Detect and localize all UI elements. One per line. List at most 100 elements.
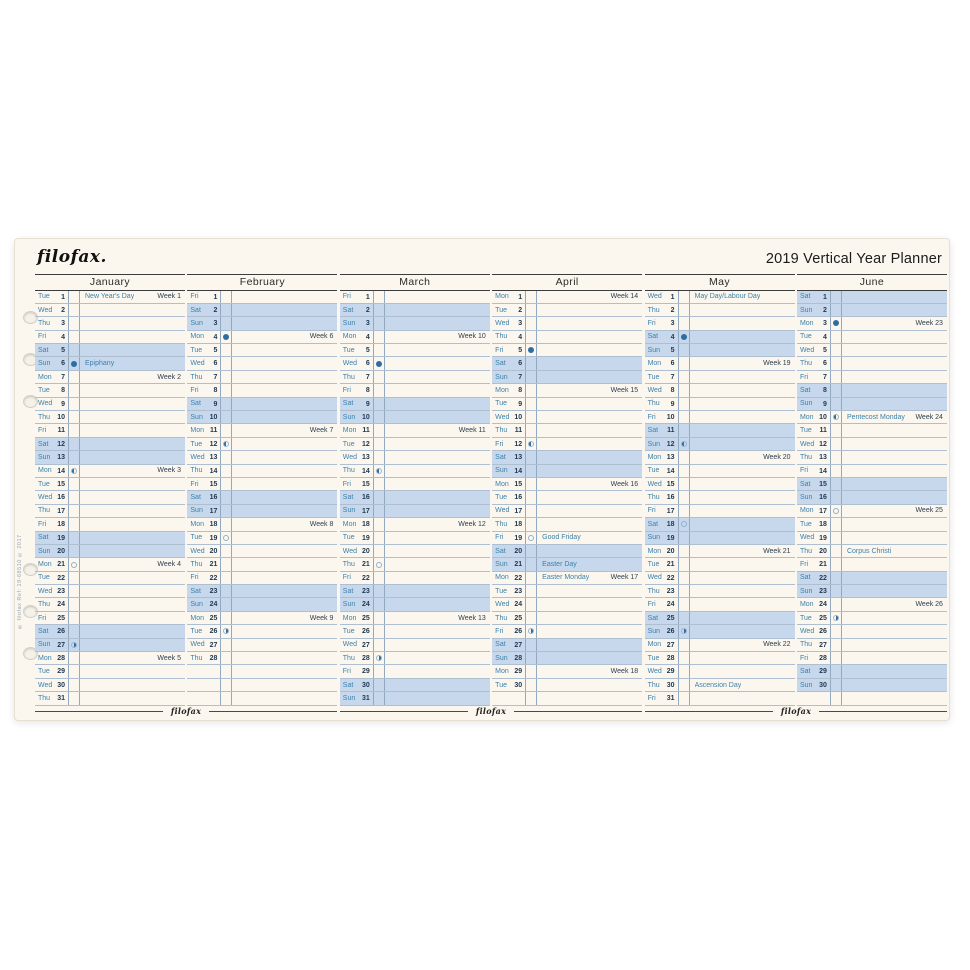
day-entry-area: Week 20 bbox=[690, 451, 795, 464]
moon-phase-cell bbox=[221, 544, 233, 558]
day-abbrev: Sun bbox=[647, 627, 661, 635]
day-row: Fri 22 bbox=[339, 571, 490, 586]
day-entry-area: Week 22 bbox=[690, 638, 795, 651]
day-row: Fri 28 bbox=[796, 652, 947, 666]
day-number: 20 bbox=[817, 544, 831, 558]
day-number: 15 bbox=[665, 477, 679, 491]
day-row: Mon 25 Week 13 bbox=[339, 611, 490, 626]
day-number: 24 bbox=[207, 598, 222, 611]
day-abbrev: Fri bbox=[38, 333, 47, 341]
day-row: Tue 5 bbox=[187, 344, 338, 358]
day-number: 30 bbox=[360, 678, 374, 692]
day-number: 23 bbox=[512, 585, 527, 598]
day-row: Sat 20 bbox=[492, 544, 643, 559]
day-number: 28 bbox=[665, 652, 679, 665]
moon-phase-cell bbox=[831, 384, 842, 397]
day-abbrev: Mon bbox=[190, 614, 205, 622]
day-abbrev: Tue bbox=[799, 614, 812, 622]
day-row: Sat 26 bbox=[35, 625, 185, 639]
moon-phase-cell bbox=[69, 384, 80, 397]
moon-phase-cell bbox=[221, 384, 233, 397]
holiday-label: Corpus Christi bbox=[846, 547, 892, 555]
day-abbrev: Tue bbox=[342, 440, 355, 448]
day-entry-area: Easter Day bbox=[537, 558, 642, 571]
day-abbrev: Thu bbox=[799, 453, 813, 461]
day-number: 26 bbox=[207, 625, 222, 638]
day-abbrev: Wed bbox=[342, 360, 358, 368]
day-number: 4 bbox=[207, 330, 222, 344]
day-row: Sun 6 Epiphany bbox=[35, 357, 185, 371]
day-abbrev: Fri bbox=[647, 601, 656, 609]
day-abbrev: Sun bbox=[647, 534, 661, 542]
moon-phase-cell bbox=[831, 571, 842, 585]
moon-phase-cell bbox=[221, 491, 233, 504]
day-number: 13 bbox=[55, 451, 69, 464]
footer-logo-group: filofax bbox=[645, 706, 948, 716]
moon-phase-cell bbox=[69, 518, 80, 531]
moon-phase-cell bbox=[374, 303, 385, 317]
day-row: Mon 6 Week 19 bbox=[644, 357, 795, 371]
day-row: Thu 2 bbox=[644, 303, 795, 318]
day-abbrev: Sat bbox=[495, 641, 506, 649]
day-number: 1 bbox=[55, 290, 69, 303]
last-moon-icon bbox=[71, 641, 77, 648]
moon-phase-cell bbox=[374, 437, 385, 451]
day-abbrev: Thu bbox=[38, 601, 51, 609]
moon-phase-cell bbox=[831, 344, 842, 357]
day-number: 14 bbox=[360, 464, 374, 477]
day-row: Sun 30 bbox=[796, 678, 947, 693]
moon-phase-cell bbox=[374, 571, 385, 585]
day-number: 5 bbox=[512, 344, 527, 357]
moon-phase-cell bbox=[221, 477, 233, 491]
day-row: Sat 29 bbox=[796, 665, 947, 679]
moon-phase-cell bbox=[526, 303, 538, 317]
moon-phase-cell bbox=[374, 678, 385, 692]
day-row: Tue 21 bbox=[644, 558, 795, 572]
day-abbrev: Wed bbox=[190, 453, 205, 461]
day-number: 10 bbox=[360, 411, 374, 424]
day-abbrev: Fri bbox=[799, 654, 809, 662]
month-header: March bbox=[339, 274, 490, 291]
day-row: Tue 19 bbox=[339, 531, 490, 545]
moon-phase-cell bbox=[679, 330, 690, 344]
month-column-march: March Fri 1 Sat 2 Sun 3 Mon 4 Week 10 Tue 5 Wed 6 Thu 7… bbox=[339, 274, 490, 706]
day-abbrev: Sat bbox=[495, 360, 506, 368]
day-row: Thu 23 bbox=[644, 585, 795, 599]
day-abbrev: Thu bbox=[190, 373, 203, 381]
week-number-label: Week 18 bbox=[610, 668, 639, 676]
day-row: Sun 12 bbox=[644, 437, 795, 452]
moon-phase-cell bbox=[526, 611, 538, 625]
moon-phase-cell bbox=[679, 491, 690, 504]
day-number: 12 bbox=[817, 437, 831, 451]
day-row: Fri 24 bbox=[644, 598, 795, 612]
day-number: 16 bbox=[512, 491, 527, 504]
day-abbrev: Fri bbox=[342, 668, 351, 676]
moon-phase-cell bbox=[221, 397, 233, 411]
day-number: 26 bbox=[512, 625, 527, 638]
day-number: 3 bbox=[207, 317, 222, 330]
moon-phase-cell bbox=[526, 451, 538, 464]
day-number: 11 bbox=[55, 424, 69, 437]
moon-phase-cell bbox=[69, 424, 80, 437]
moon-phase-cell bbox=[374, 504, 385, 518]
moon-phase-cell bbox=[679, 411, 690, 424]
day-number: 11 bbox=[817, 424, 831, 437]
moon-phase-cell bbox=[679, 652, 690, 665]
side-ref-text: ® filofax Ref: 19-68510 © 2017 bbox=[17, 534, 23, 629]
day-abbrev: Mon bbox=[799, 319, 814, 327]
day-row: Tue 28 bbox=[644, 652, 795, 666]
first-moon-icon bbox=[680, 440, 687, 447]
day-abbrev: Fri bbox=[799, 561, 809, 569]
month-column-june: June Sat 1 Sun 2 Mon 3 Week 23 Tue 4 Wed 5 Thu 6 Fri 7 S… bbox=[796, 274, 947, 706]
day-row: Fri 29 bbox=[339, 665, 490, 679]
day-row: Sat 27 bbox=[492, 638, 643, 653]
day-number: 20 bbox=[360, 544, 374, 558]
day-abbrev: Fri bbox=[190, 480, 199, 488]
day-row: Sun 20 bbox=[35, 544, 185, 559]
footer-logo-group: filofax bbox=[340, 706, 643, 716]
week-number-label: Week 2 bbox=[157, 373, 181, 381]
day-entry-area: Week 13 bbox=[385, 612, 490, 625]
day-row: Fri 5 bbox=[492, 344, 643, 358]
full-moon-icon bbox=[375, 561, 382, 568]
day-abbrev: Wed bbox=[799, 534, 815, 542]
